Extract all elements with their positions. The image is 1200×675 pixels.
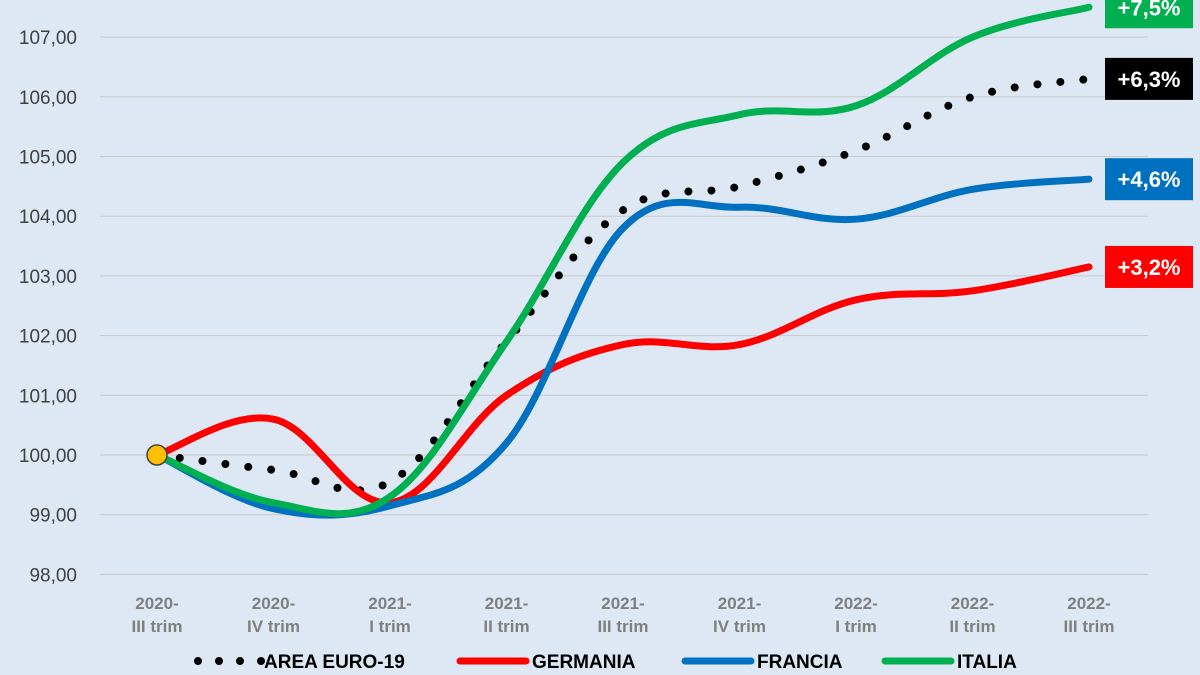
- x-tick-line: IV trim: [713, 617, 766, 636]
- x-tick-line: II trim: [949, 617, 995, 636]
- x-tick-label: 2021- III trim: [597, 594, 648, 636]
- legend-label-area-euro-19: AREA EURO-19: [264, 652, 405, 673]
- legend: AREA EURO-19 GERMANIA FRANCIA ITALIA: [194, 652, 1017, 673]
- end-label-text-germania: +3,2%: [1118, 255, 1181, 280]
- end-labels: +6,3% +3,2% +4,6% +7,5%: [1105, 0, 1193, 288]
- y-tick-label: 105,00: [19, 148, 77, 169]
- gridlines: [100, 36, 1148, 575]
- end-label-badge-francia: [1105, 158, 1193, 201]
- x-tick-line: III trim: [131, 617, 182, 636]
- x-tick-line: III trim: [597, 617, 648, 636]
- x-tick-label: 2022- II trim: [949, 594, 995, 636]
- y-tick-label: 103,00: [19, 267, 77, 288]
- y-tick-label: 98,00: [29, 565, 77, 586]
- end-label-badge-germania: [1105, 245, 1193, 288]
- x-tick-line: 2021-: [368, 594, 411, 613]
- x-tick-label: 2020- IV trim: [247, 594, 300, 636]
- y-tick-label: 104,00: [19, 207, 77, 228]
- end-label-badge-area-euro-19: [1105, 57, 1193, 100]
- x-tick-label: 2020- III trim: [131, 594, 182, 636]
- x-tick-label: 2021- I trim: [368, 594, 411, 636]
- start-marker: [146, 444, 168, 466]
- series-line-italia: [153, 3, 1093, 518]
- y-tick-label: 102,00: [19, 327, 77, 348]
- x-tick-label: 2022- I trim: [834, 594, 877, 636]
- x-tick-label: 2022- III trim: [1063, 594, 1114, 636]
- x-tick-label: 2021- II trim: [483, 594, 529, 636]
- end-label-badge-italia: [1105, 0, 1193, 29]
- end-label-text-area-euro-19: +6,3%: [1118, 67, 1181, 92]
- x-tick-line: 2022-: [834, 594, 877, 613]
- end-label-text-francia: +4,6%: [1118, 167, 1181, 192]
- x-tick-line: IV trim: [247, 617, 300, 636]
- x-tick-line: 2022-: [951, 594, 994, 613]
- x-tick-line: 2021-: [718, 594, 761, 613]
- y-tick-label: 107,00: [19, 28, 77, 49]
- y-tick-label: 99,00: [29, 506, 77, 527]
- y-axis: 98,00 99,00 100,00 101,00 102,00 103,00 104,00…: [19, 28, 77, 586]
- series-line-germania: [153, 263, 1093, 507]
- x-tick-line: I trim: [369, 617, 411, 636]
- legend-label-italia: ITALIA: [957, 652, 1017, 673]
- x-tick-line: 2021-: [485, 594, 528, 613]
- x-tick-line: II trim: [483, 617, 529, 636]
- y-tick-label: 106,00: [19, 88, 77, 109]
- series-group: [153, 3, 1093, 519]
- x-tick-line: 2021-: [601, 594, 644, 613]
- legend-label-francia: FRANCIA: [757, 652, 843, 673]
- legend-label-germania: GERMANIA: [532, 652, 636, 673]
- y-tick-label: 100,00: [19, 446, 77, 467]
- x-tick-line: 2022-: [1067, 594, 1110, 613]
- end-label-text-italia: +7,5%: [1118, 0, 1181, 20]
- x-tick-line: 2020-: [252, 594, 295, 613]
- x-tick-line: III trim: [1063, 617, 1114, 636]
- y-tick-label: 101,00: [19, 386, 77, 407]
- x-tick-label: 2021- IV trim: [713, 594, 766, 636]
- x-tick-line: I trim: [835, 617, 877, 636]
- x-tick-line: 2020-: [135, 594, 178, 613]
